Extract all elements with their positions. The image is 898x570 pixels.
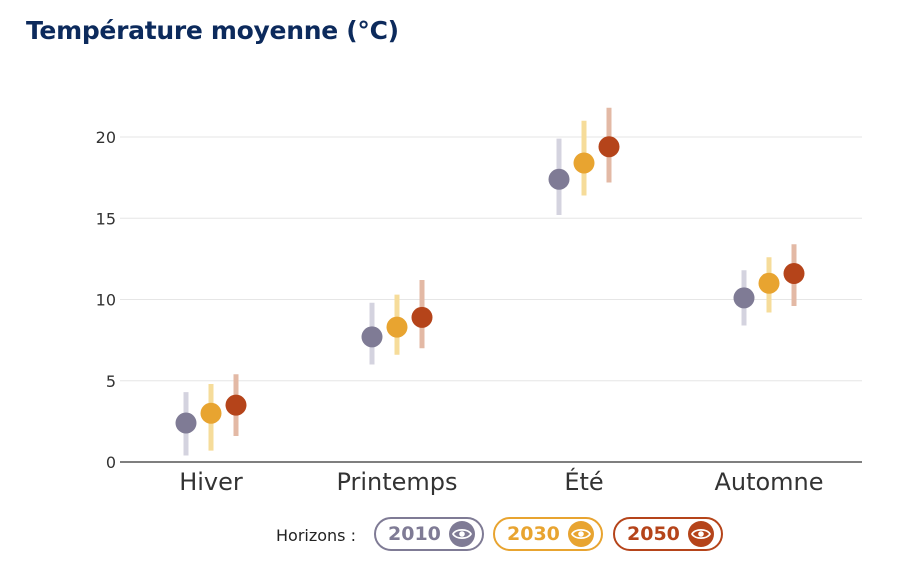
legend-toggle-2010[interactable]: 2010 [374, 517, 484, 551]
legend: Horizons : 2010 2030 2050 [0, 516, 898, 556]
data-point [361, 326, 383, 348]
eye-icon [687, 521, 714, 547]
legend-item-label: 2030 [507, 523, 560, 545]
eye-icon [567, 521, 594, 547]
y-tick-label: 20 [96, 128, 116, 147]
data-point [386, 316, 408, 338]
data-point [783, 263, 805, 284]
data-point [225, 394, 247, 416]
y-tick-label: 10 [96, 291, 116, 310]
data-point [175, 412, 197, 434]
y-tick-label: 15 [96, 209, 116, 228]
eye-icon [448, 521, 475, 547]
legend-item-label: 2050 [627, 523, 680, 545]
data-point [598, 136, 620, 158]
data-point [200, 402, 222, 424]
legend-toggle-2030[interactable]: 2030 [493, 517, 603, 551]
legend-item-label: 2010 [388, 523, 441, 545]
x-tick-label: Hiver [179, 468, 243, 496]
chart-plot: 0 5 10 15 20 Hiver Printemps Été Automne [96, 107, 862, 496]
x-tick-label: Printemps [336, 468, 457, 496]
data-point [733, 287, 755, 309]
data-point [411, 306, 433, 328]
data-point [758, 272, 780, 294]
data-point [548, 168, 570, 190]
data-point [573, 152, 595, 174]
chart-title: Température moyenne (°C) [26, 16, 399, 45]
x-tick-label: Automne [714, 468, 823, 496]
legend-toggle-2050[interactable]: 2050 [613, 517, 723, 551]
x-tick-label: Été [564, 467, 603, 496]
y-tick-label: 5 [106, 372, 116, 391]
legend-label: Horizons : [276, 526, 356, 545]
y-tick-label: 0 [106, 453, 116, 472]
